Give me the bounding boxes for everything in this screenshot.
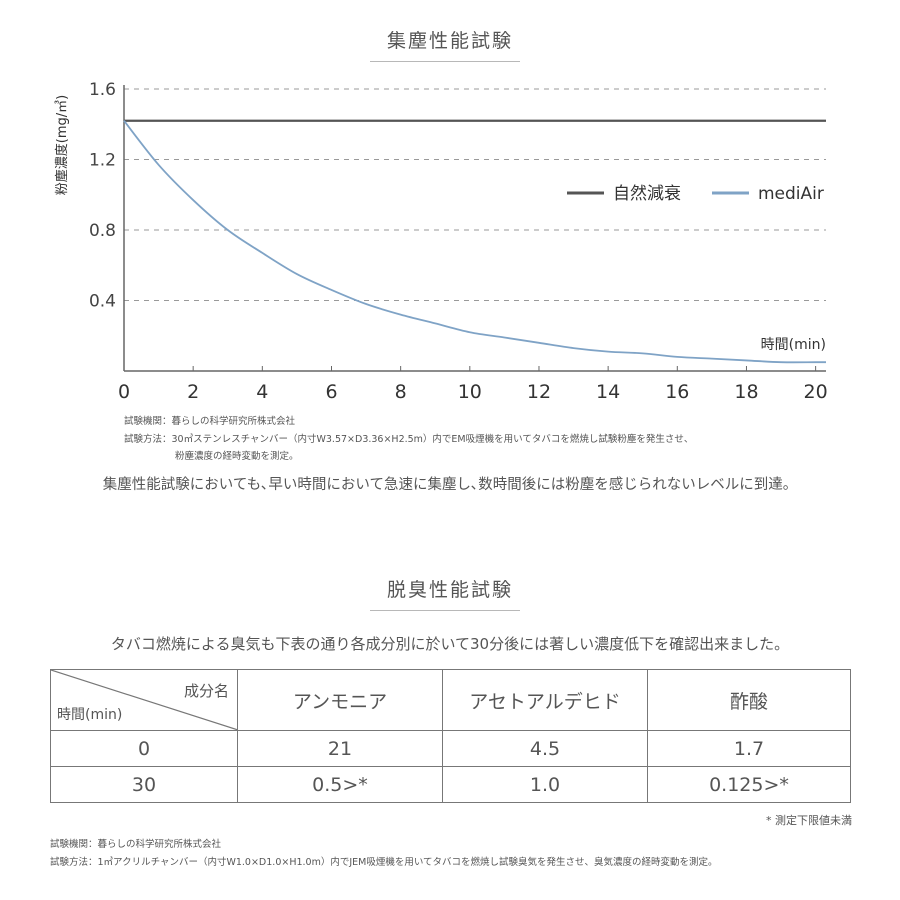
x-tick-label: 16 [665, 381, 689, 400]
x-tick-label: 0 [118, 381, 130, 400]
chart-grid [124, 88, 826, 301]
y-tick-label: 1.6 [89, 80, 116, 100]
cell-value: 0.125>* [647, 766, 851, 803]
odor-intro: タバコ燃焼による臭気も下表の通り各成分別に於いて30分後には著しい濃度低下を確認… [110, 635, 790, 653]
cell-value: 1.0 [442, 766, 648, 803]
x-tick-label: 14 [596, 381, 620, 400]
dust-section-title: 集塵性能試験 [386, 30, 513, 52]
y-tick-label: 1.2 [89, 151, 116, 171]
dust-note-org: 試験機関：暮らしの科学研究所株式会社 [124, 416, 296, 427]
table-row: 0 21 4.5 1.7 [50, 730, 851, 767]
column-header-ammonia: アンモニア [237, 669, 443, 731]
corner-label-time: 時間(min) [57, 707, 123, 723]
x-tick-label: 10 [458, 381, 482, 400]
chart-legend: 自然減衰 mediAir [567, 184, 824, 204]
x-tick-label: 18 [734, 381, 758, 400]
dust-note-method: 試験方法：30㎥ステンレスチャンバー（内寸W3.57×D3.36×H2.5m）内… [124, 434, 694, 445]
chart-tick-labels: 0.4 0.8 1.2 1.6 0 2 4 6 8 10 12 14 16 18 20 [89, 80, 828, 400]
odor-title-underline [370, 610, 520, 611]
dust-title-underline [370, 61, 520, 62]
x-tick-label: 6 [325, 381, 337, 400]
cell-value: 4.5 [442, 730, 648, 767]
row-time: 0 [50, 730, 238, 767]
y-tick-label: 0.8 [89, 221, 116, 241]
legend-label: mediAir [758, 184, 824, 204]
corner-diagonal [51, 670, 237, 730]
odor-note-method: 試験方法：1㎥アクリルチャンバー（内寸W1.0×D1.0×H1.0m）内でJEM… [50, 857, 718, 868]
odor-table: 成分名 時間(min) アンモニア アセトアルデヒド 酢酸 0 21 4.5 1… [50, 669, 851, 803]
column-header-acetaldehyde: アセトアルデヒド [442, 669, 648, 731]
series-line-mediair [123, 120, 826, 364]
dust-chart: 0.4 0.8 1.2 1.6 0 2 4 6 8 10 12 14 16 18 20 自然減衰 mediAi… [54, 80, 828, 400]
y-axis-label: 粉塵濃度(mg/㎥) [54, 95, 70, 195]
corner-label-component: 成分名 [183, 682, 229, 700]
dust-note-method-cont: 粉塵濃度の経時変動を測定。 [175, 451, 299, 462]
table-row: 30 0.5>* 1.0 0.125>* [50, 766, 851, 803]
x-tick-label: 20 [804, 381, 828, 400]
dust-summary: 集塵性能試験においても､早い時間において急速に集塵し､数時間後には粉塵を感じられ… [102, 477, 798, 493]
column-header-acetic-acid: 酢酸 [647, 669, 851, 731]
table-footnote: * 測定下限値未満 [766, 814, 852, 827]
x-tick-label: 8 [395, 381, 407, 400]
row-time: 30 [50, 766, 238, 803]
table-corner-cell: 成分名 時間(min) [50, 669, 238, 731]
cell-value: 1.7 [647, 730, 851, 767]
odor-note-org: 試験機関：暮らしの科学研究所株式会社 [50, 839, 222, 850]
chart-axes [123, 85, 826, 372]
cell-value: 21 [237, 730, 443, 767]
x-tick-label: 2 [187, 381, 199, 400]
legend-label: 自然減衰 [613, 184, 681, 204]
odor-section-title: 脱臭性能試験 [386, 579, 513, 601]
chart-series [123, 119, 826, 364]
cell-value: 0.5>* [237, 766, 443, 803]
table-header-row: 成分名 時間(min) アンモニア アセトアルデヒド 酢酸 [50, 669, 851, 731]
x-tick-label: 4 [256, 381, 268, 400]
x-axis-label: 時間(min) [761, 337, 826, 353]
y-tick-label: 0.4 [89, 292, 116, 312]
x-tick-label: 12 [527, 381, 551, 400]
